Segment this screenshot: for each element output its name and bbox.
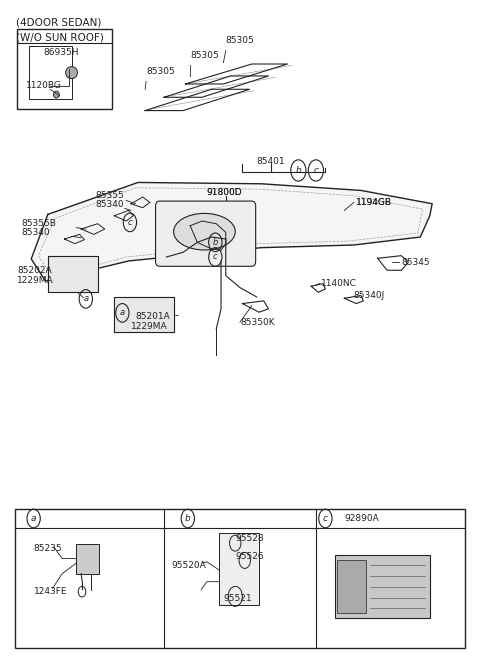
Text: c: c	[213, 252, 217, 262]
Text: 85340J: 85340J	[354, 291, 385, 300]
Text: 85202A: 85202A	[17, 266, 52, 275]
Ellipse shape	[174, 213, 235, 250]
Bar	[14, 509, 466, 648]
Text: a: a	[83, 295, 88, 303]
FancyBboxPatch shape	[156, 201, 256, 266]
Text: 1243FE: 1243FE	[34, 587, 67, 597]
Text: 95526: 95526	[235, 552, 264, 561]
Text: 85340: 85340	[96, 200, 124, 209]
Bar	[219, 533, 259, 605]
Ellipse shape	[54, 91, 59, 98]
Ellipse shape	[66, 66, 77, 79]
Text: c: c	[323, 514, 328, 523]
Bar	[29, 46, 72, 99]
Text: 91800D: 91800D	[207, 188, 242, 197]
Text: 1194GB: 1194GB	[356, 198, 392, 207]
Text: 85305: 85305	[146, 67, 175, 76]
Text: a: a	[31, 514, 36, 523]
Text: 85350K: 85350K	[240, 317, 275, 327]
Text: 1194GB: 1194GB	[356, 198, 392, 207]
Text: 85305: 85305	[226, 36, 254, 46]
Text: 1140NC: 1140NC	[321, 279, 357, 288]
Bar	[17, 30, 112, 109]
Text: 85401: 85401	[256, 156, 285, 166]
Text: 95528: 95528	[235, 534, 264, 543]
Bar	[335, 555, 430, 618]
Text: 92890A: 92890A	[344, 514, 379, 523]
Text: 85305: 85305	[190, 51, 219, 60]
Text: 85340: 85340	[22, 228, 50, 237]
Text: b: b	[296, 166, 301, 175]
Text: (4DOOR SEDAN): (4DOOR SEDAN)	[16, 17, 101, 28]
Text: a: a	[120, 309, 125, 317]
Text: 95521: 95521	[223, 594, 252, 603]
Polygon shape	[31, 183, 432, 281]
Text: b: b	[185, 514, 191, 523]
Text: 85201A: 85201A	[136, 313, 170, 321]
Text: 1229MA: 1229MA	[131, 322, 168, 331]
Text: 85235: 85235	[34, 544, 62, 553]
Text: 85345: 85345	[401, 258, 430, 267]
Text: 85355: 85355	[96, 191, 124, 200]
Text: 1229MA: 1229MA	[17, 276, 54, 285]
Bar	[76, 544, 99, 574]
Text: 86935H: 86935H	[43, 48, 79, 57]
Bar	[337, 560, 366, 613]
Text: 1120BG: 1120BG	[25, 81, 61, 91]
Text: c: c	[313, 166, 318, 175]
Text: b: b	[213, 238, 218, 247]
Text: 95520A: 95520A	[171, 560, 206, 570]
Text: c: c	[128, 218, 132, 227]
Text: 85355B: 85355B	[22, 219, 57, 228]
Text: (W/O SUN ROOF): (W/O SUN ROOF)	[16, 32, 104, 42]
Polygon shape	[48, 256, 97, 293]
Text: 91800D: 91800D	[207, 188, 242, 197]
Polygon shape	[114, 297, 174, 332]
